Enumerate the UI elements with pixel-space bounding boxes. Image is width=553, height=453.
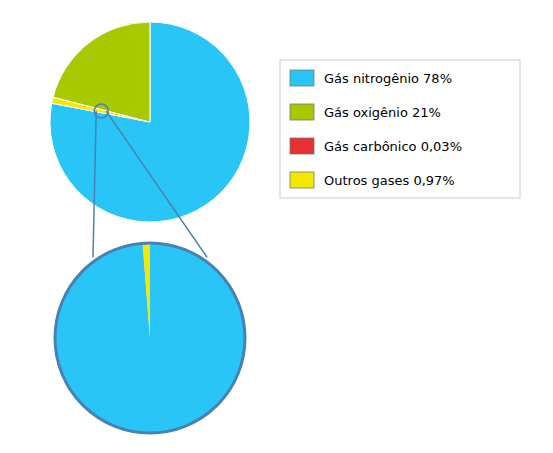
pie-slice — [55, 243, 245, 433]
legend-item: Outros gases 0,97% — [290, 172, 455, 188]
legend-item: Gás nitrogênio 78% — [290, 70, 452, 86]
legend-label: Outros gases 0,97% — [324, 173, 455, 188]
legend-swatch — [290, 172, 314, 188]
connector-line — [93, 111, 96, 257]
legend-swatch — [290, 70, 314, 86]
zoom-pie — [55, 243, 245, 433]
pie-slice — [50, 22, 250, 222]
legend-label: Gás oxigênio 21% — [324, 105, 441, 120]
legend-label: Gás nitrogênio 78% — [324, 71, 452, 86]
legend-item: Gás oxigênio 21% — [290, 104, 441, 120]
legend-item: Gás carbônico 0,03% — [290, 138, 462, 154]
legend-swatch — [290, 138, 314, 154]
connector-line — [106, 111, 207, 257]
zoom-border — [55, 243, 245, 433]
main-pie — [50, 22, 250, 222]
legend-swatch — [290, 104, 314, 120]
legend-label: Gás carbônico 0,03% — [324, 139, 462, 154]
legend: Gás nitrogênio 78% Gás oxigênio 21% Gás ca… — [280, 60, 520, 198]
zoom-indicator — [94, 104, 108, 118]
chart: Gás nitrogênio 78% Gás oxigênio 21% Gás ca… — [0, 0, 553, 453]
legend-box — [280, 60, 520, 198]
connector — [93, 104, 207, 257]
pie-slice — [143, 243, 150, 338]
pie-slice — [142, 243, 150, 338]
pie-slice — [53, 22, 150, 122]
